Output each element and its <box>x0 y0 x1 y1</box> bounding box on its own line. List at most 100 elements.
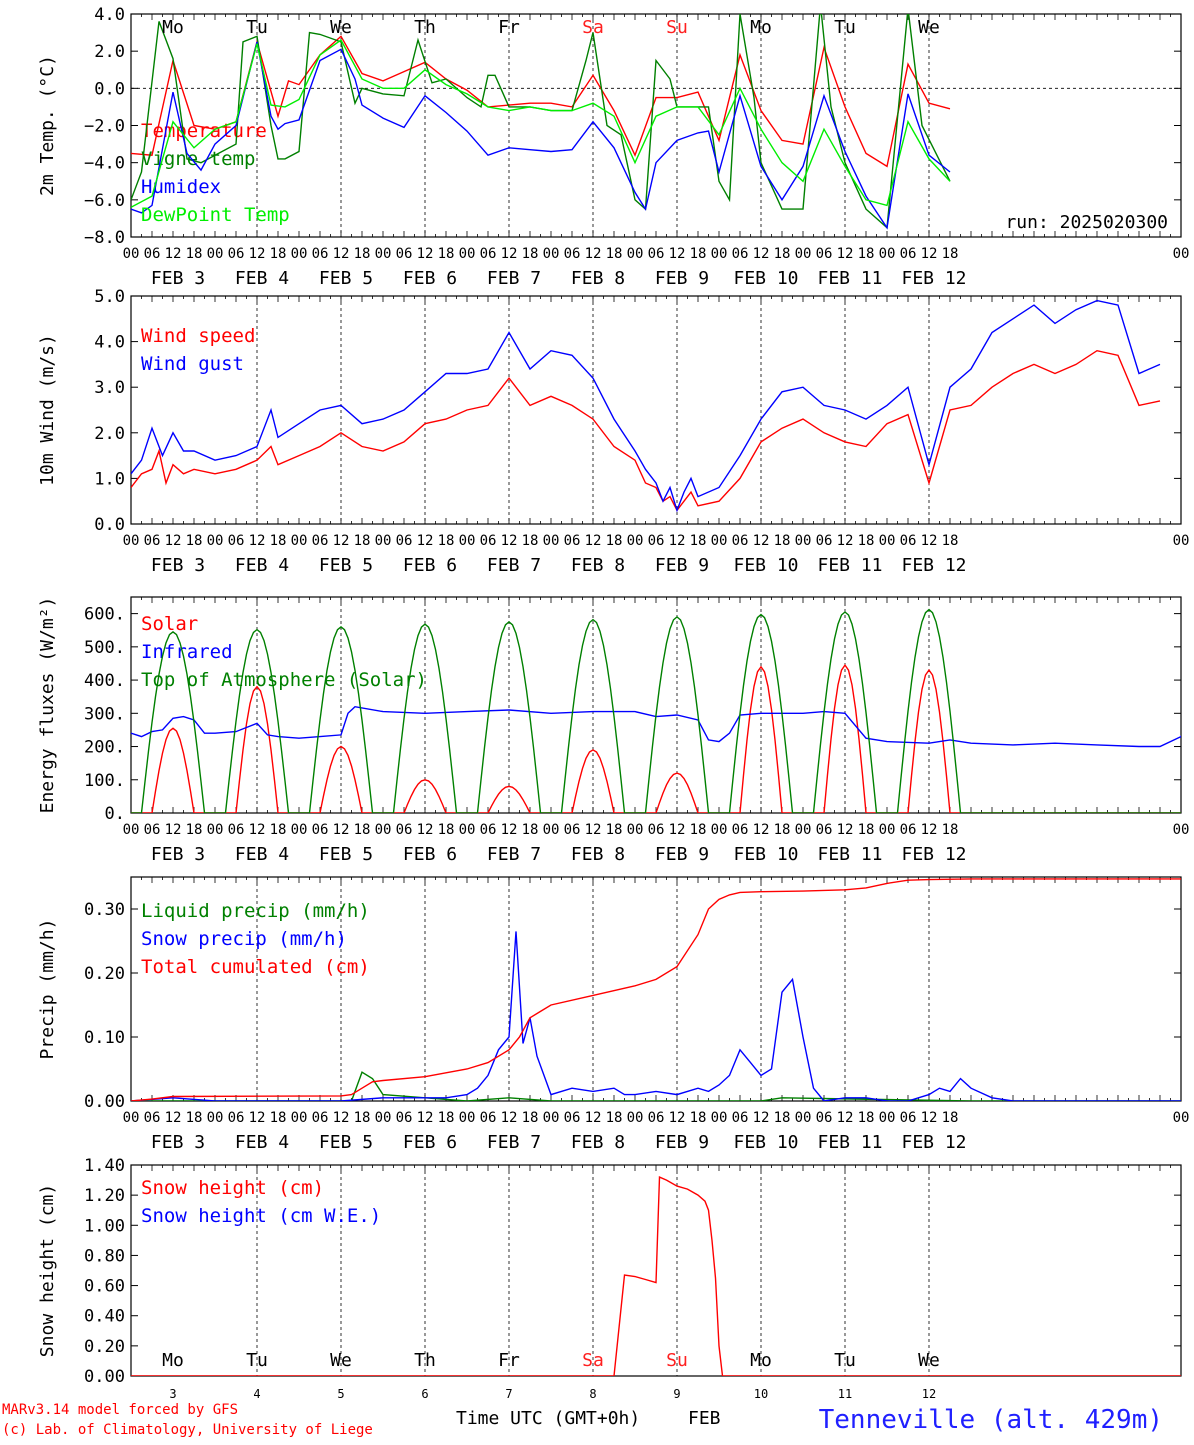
series-line-wind-gust <box>131 299 1161 513</box>
date-label: FEB 12 <box>901 1132 966 1153</box>
hour-tick-label: 00 <box>795 822 812 838</box>
date-label: FEB 10 <box>733 1132 798 1153</box>
y-tick-label: −4.0 <box>84 154 125 174</box>
hour-tick-label: 12 <box>585 1110 602 1126</box>
hour-tick-label: 00 <box>1173 1110 1190 1126</box>
y-tick-label: 100. <box>84 771 125 791</box>
hour-tick-label: 06 <box>480 1110 497 1126</box>
hour-tick-label: 12 <box>165 246 182 262</box>
date-label: FEB 4 <box>235 844 289 865</box>
hour-tick-label: 18 <box>606 822 623 838</box>
hour-tick-label: 18 <box>690 533 707 549</box>
hour-tick-label: 12 <box>501 822 518 838</box>
hour-tick-label: 12 <box>249 1110 266 1126</box>
date-label: FEB 7 <box>487 268 541 289</box>
hour-tick-label: 12 <box>669 533 686 549</box>
date-label: FEB 3 <box>151 268 205 289</box>
x-axis-month: FEB <box>688 1408 721 1429</box>
hour-tick-label: 18 <box>354 533 371 549</box>
hour-tick-label: 06 <box>144 246 161 262</box>
hour-tick-label: 12 <box>585 533 602 549</box>
hour-tick-label: 12 <box>333 1110 350 1126</box>
day-label: Mo <box>750 1350 772 1371</box>
panel-5: 0.00 0.20 0.40 0.60 0.80 1.00 1.20 1.40 Snow hei… <box>37 1156 1182 1401</box>
day-label: Tu <box>246 1350 268 1371</box>
y-tick-label: 0.10 <box>84 1028 125 1048</box>
date-label: FEB 8 <box>571 555 625 576</box>
date-label: FEB 11 <box>817 844 882 865</box>
hour-tick-label: 12 <box>249 822 266 838</box>
y-tick-label: −8.0 <box>84 228 125 248</box>
date-label: FEB 9 <box>655 268 709 289</box>
hour-tick-label: 00 <box>123 822 140 838</box>
date-label: FEB 10 <box>733 555 798 576</box>
hour-tick-label: 00 <box>627 1110 644 1126</box>
legend-entry: Infrared <box>141 641 233 663</box>
hour-tick-label: 18 <box>186 533 203 549</box>
series-line-liquid-precip-mm-h- <box>131 1071 1181 1101</box>
hour-tick-label: 00 <box>291 246 308 262</box>
date-label: FEB 9 <box>655 844 709 865</box>
hour-tick-label: 18 <box>522 246 539 262</box>
day-label: Th <box>414 17 436 38</box>
hour-tick-label: 18 <box>942 533 959 549</box>
date-label: FEB 5 <box>319 268 373 289</box>
hour-tick-label: 06 <box>564 822 581 838</box>
hour-tick-label: 00 <box>711 246 728 262</box>
hour-tick-label: 00 <box>711 533 728 549</box>
y-tick-label: −2.0 <box>84 117 125 137</box>
day-label: Mo <box>162 17 184 38</box>
hour-tick-label: 06 <box>480 533 497 549</box>
hour-tick-label: 00 <box>543 246 560 262</box>
panel-4: 0.00 0.10 0.20 0.30 Precip (mm/h) Liquid prec… <box>37 876 1190 1153</box>
date-label: FEB 4 <box>235 268 289 289</box>
date-label: FEB 11 <box>817 268 882 289</box>
legend-entry: Liquid precip (mm/h) <box>141 900 370 922</box>
hour-tick-label: 06 <box>816 246 833 262</box>
date-label: FEB 7 <box>487 1132 541 1153</box>
day-label: Fr <box>498 17 520 38</box>
y-tick-label: −6.0 <box>84 191 125 211</box>
hour-tick-label: 12 <box>333 246 350 262</box>
series-line-total-cumulated-cm- <box>131 878 1181 1101</box>
hour-tick-label: 06 <box>816 533 833 549</box>
panel-2: 0.0 1.0 2.0 3.0 4.0 5.0 10m Wind (m/s) Wind spe… <box>37 287 1189 576</box>
date-label: FEB 12 <box>901 844 966 865</box>
hour-tick-label: 06 <box>900 1110 917 1126</box>
hour-tick-label: 06 <box>648 822 665 838</box>
hour-tick-label: 00 <box>543 822 560 838</box>
y-tick-label: 4.0 <box>94 333 125 353</box>
hour-tick-label: 06 <box>564 533 581 549</box>
hour-tick-label: 18 <box>438 1110 455 1126</box>
hour-tick-label: 00 <box>795 246 812 262</box>
day-label: Su <box>666 1350 688 1371</box>
date-label: FEB 10 <box>733 268 798 289</box>
hour-tick-label: 00 <box>879 822 896 838</box>
hour-tick-label: 18 <box>270 246 287 262</box>
hour-tick-label: 18 <box>354 246 371 262</box>
hour-tick-label: 00 <box>207 822 224 838</box>
y-tick-label: 0.20 <box>84 964 125 984</box>
day-number: 11 <box>838 1387 852 1401</box>
hour-tick-label: 00 <box>795 533 812 549</box>
hour-tick-label: 00 <box>459 246 476 262</box>
credit-line-1: MARv3.14 model forced by GFS <box>2 1402 238 1418</box>
day-number: 4 <box>253 1387 260 1401</box>
hour-tick-label: 12 <box>333 822 350 838</box>
series-line-snow-height-cm- <box>131 1176 1181 1376</box>
panel-3: 0. 100. 200. 300. 400. 500. 600. Energy fluxes … <box>37 596 1189 865</box>
hour-tick-label: 12 <box>753 822 770 838</box>
y-axis-label: Energy fluxes (W/m²) <box>37 597 58 814</box>
hour-tick-label: 00 <box>207 1110 224 1126</box>
hour-tick-label: 00 <box>879 533 896 549</box>
hour-tick-label: 06 <box>732 822 749 838</box>
date-label: FEB 9 <box>655 555 709 576</box>
hour-tick-label: 18 <box>774 822 791 838</box>
y-tick-label: 4.0 <box>94 5 125 25</box>
hour-tick-label: 06 <box>816 1110 833 1126</box>
y-axis-label: 2m Temp. (°C) <box>37 55 58 196</box>
date-label: FEB 3 <box>151 1132 205 1153</box>
day-number: 3 <box>169 1387 176 1401</box>
x-axis-title: Time UTC (GMT+0h) <box>456 1408 640 1429</box>
hour-tick-label: 06 <box>396 822 413 838</box>
